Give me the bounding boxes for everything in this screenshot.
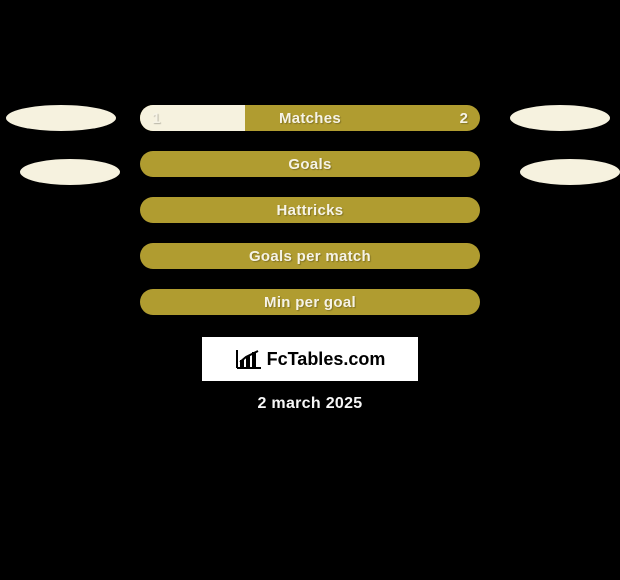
player-right-badge-top (510, 105, 610, 131)
stat-label: Goals (288, 156, 331, 173)
bar-chart-icon (235, 348, 263, 370)
stat-label: Goals per match (249, 248, 371, 265)
player-right-badge-bottom (520, 159, 620, 185)
stat-right-value: 2 (460, 110, 468, 127)
stat-left-value: 1 (152, 110, 160, 127)
fctables-logo-text: FcTables.com (267, 349, 386, 370)
stat-bars: 1 Matches 2 Goals Hattricks Goals per ma… (140, 105, 480, 315)
stat-row-hattricks: Hattricks (140, 197, 480, 223)
stat-row-goals-per-match: Goals per match (140, 243, 480, 269)
player-left-badge-top (6, 105, 116, 131)
stat-label: Hattricks (277, 202, 344, 219)
stat-row-goals: Goals (140, 151, 480, 177)
stat-label: Matches (279, 110, 341, 127)
fctables-logo: FcTables.com (202, 337, 418, 381)
content: 1 Matches 2 Goals Hattricks Goals per ma… (0, 105, 620, 413)
player-left-badge-bottom (20, 159, 120, 185)
stat-label: Min per goal (264, 294, 356, 311)
date-text: 2 march 2025 (0, 395, 620, 413)
stat-row-min-per-goal: Min per goal (140, 289, 480, 315)
stat-row-matches: 1 Matches 2 (140, 105, 480, 131)
